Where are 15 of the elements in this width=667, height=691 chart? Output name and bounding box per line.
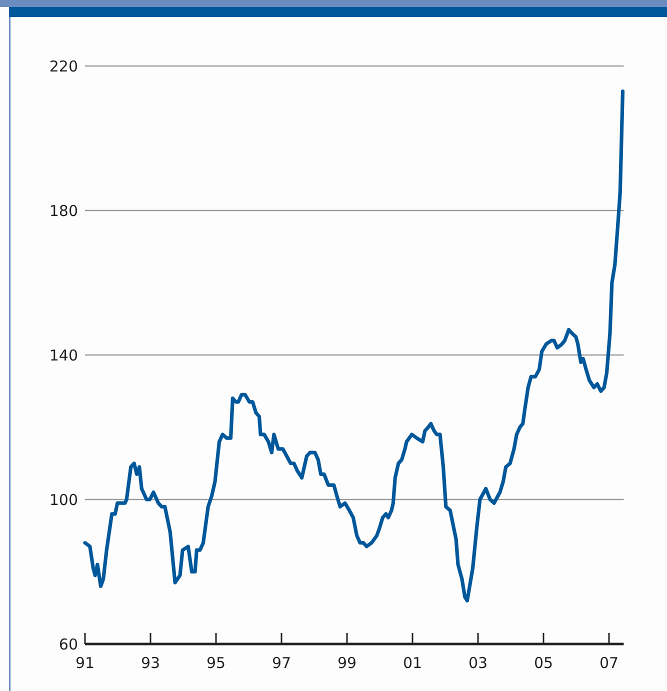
x-tick-label: 05 [534, 654, 554, 672]
y-tick-label: 220 [49, 57, 78, 76]
x-tick-label: 93 [140, 654, 160, 672]
x-tick-label: 91 [75, 654, 95, 672]
line-series [83, 89, 625, 602]
y-tick-label: 60 [58, 635, 78, 654]
x-tick-label: 01 [402, 654, 422, 672]
x-tick-label: 07 [599, 654, 619, 672]
y-tick-label: 140 [49, 346, 78, 364]
y-tick-label: 180 [49, 202, 78, 220]
y-tick-label: 100 [49, 490, 78, 509]
x-tick-label: 03 [468, 654, 488, 672]
x-tick-label: 95 [206, 654, 226, 672]
x-tick-label: 99 [337, 654, 357, 672]
x-tick-label: 97 [272, 654, 292, 672]
